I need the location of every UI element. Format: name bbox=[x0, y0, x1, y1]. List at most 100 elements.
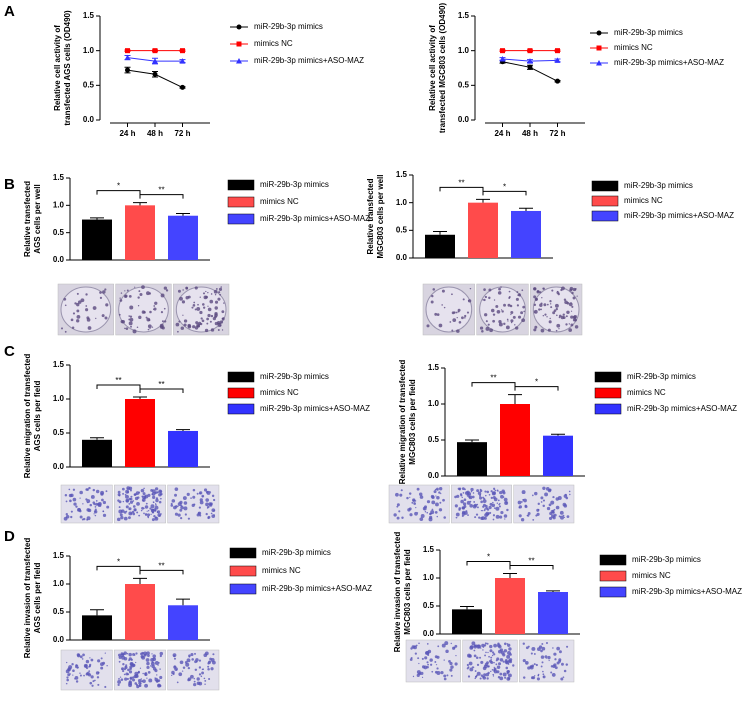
photo-dot bbox=[438, 491, 441, 494]
photo-dot bbox=[483, 644, 487, 647]
photo-dot bbox=[462, 502, 467, 506]
photo-dot bbox=[93, 503, 96, 506]
photo-dot bbox=[413, 502, 416, 505]
photo-dot bbox=[122, 663, 125, 666]
legend-swatch bbox=[594, 403, 622, 415]
photo-dot bbox=[471, 641, 476, 646]
photo-dot bbox=[79, 655, 83, 659]
photo-dot bbox=[217, 297, 221, 301]
photo-dot bbox=[495, 659, 498, 662]
photo-dot bbox=[100, 657, 103, 660]
photo-dot bbox=[129, 305, 134, 310]
photo-dot bbox=[551, 673, 556, 677]
significance-bracket bbox=[466, 561, 511, 566]
panel-label: C bbox=[4, 343, 15, 360]
photo-dot bbox=[212, 316, 217, 321]
photo-dot bbox=[175, 322, 180, 327]
photo-dot bbox=[551, 289, 554, 292]
legend-label: miR-29b-3p mimics bbox=[262, 548, 331, 557]
photo-dot bbox=[504, 676, 507, 679]
photo-dot bbox=[123, 673, 126, 676]
photo-dot bbox=[500, 286, 502, 288]
photo-dot bbox=[207, 662, 210, 665]
legend-label: mimics NC bbox=[254, 39, 293, 48]
y-axis-label: AGS cells per field bbox=[33, 381, 42, 452]
photo-dot bbox=[498, 287, 501, 291]
photo-dot bbox=[152, 654, 157, 658]
photo-dot bbox=[155, 498, 159, 503]
photo-dot bbox=[515, 326, 519, 330]
legend-swatch bbox=[594, 387, 622, 399]
photo-dot bbox=[145, 316, 148, 319]
photo-dot bbox=[219, 324, 222, 327]
photo-dot bbox=[99, 296, 103, 300]
x-tick-label: 72 h bbox=[549, 129, 565, 138]
legend-swatch bbox=[227, 371, 255, 383]
photo-dot bbox=[495, 514, 500, 519]
photo-dot bbox=[179, 660, 184, 665]
y-tick-label: 0.0 bbox=[53, 635, 65, 644]
photo-dot bbox=[94, 679, 96, 682]
photo-dot bbox=[181, 300, 186, 304]
photo-dot bbox=[179, 296, 183, 301]
legend-label: miR-29b-3p mimics bbox=[260, 372, 329, 381]
y-tick-label: 0.5 bbox=[458, 80, 470, 89]
y-axis-label: AGS cells per field bbox=[33, 563, 42, 634]
photo-dot bbox=[484, 313, 488, 317]
photo-dot bbox=[138, 684, 142, 688]
photo-dot bbox=[118, 655, 122, 659]
bar bbox=[125, 205, 155, 260]
photo-dot bbox=[508, 647, 512, 651]
photo-dot bbox=[125, 510, 128, 513]
photo-dot bbox=[484, 490, 487, 493]
photo-dot bbox=[564, 300, 568, 305]
photo-dot bbox=[76, 319, 80, 323]
photo-dot bbox=[179, 508, 183, 512]
photo-dot bbox=[135, 652, 138, 655]
photo-dot bbox=[198, 666, 202, 669]
photo-dot bbox=[93, 509, 98, 514]
photo-dot bbox=[420, 671, 424, 676]
photo-dot bbox=[491, 651, 495, 654]
photo-dot bbox=[517, 500, 522, 505]
photo-dot bbox=[535, 297, 538, 301]
photo-dot bbox=[71, 326, 75, 330]
significance-label: * bbox=[535, 378, 538, 387]
photo-dot bbox=[196, 677, 200, 681]
photo-dot bbox=[423, 508, 426, 510]
photo-dot bbox=[533, 663, 536, 666]
photo-dot bbox=[89, 657, 91, 659]
photo-dot bbox=[454, 662, 458, 666]
photo-dot bbox=[185, 662, 190, 667]
photo-dot bbox=[429, 658, 433, 662]
y-tick-label: 1.0 bbox=[428, 399, 440, 408]
photo-dot bbox=[152, 511, 154, 514]
photo-dot bbox=[550, 303, 552, 305]
photo-dot bbox=[542, 673, 545, 676]
photo-dot bbox=[409, 496, 411, 498]
photo-dot bbox=[518, 293, 521, 297]
photo-dot bbox=[149, 507, 152, 510]
photo-dot bbox=[150, 665, 152, 667]
photo-dot bbox=[144, 683, 149, 688]
photo-dot bbox=[144, 672, 148, 677]
photo-dot bbox=[200, 675, 203, 678]
photo-dot bbox=[64, 493, 68, 497]
photo-dot bbox=[396, 505, 399, 508]
photo-dot bbox=[492, 501, 494, 504]
photo-dot bbox=[498, 505, 501, 508]
photo-dot bbox=[117, 680, 122, 684]
photo-dot bbox=[508, 660, 513, 664]
photo-dot bbox=[430, 663, 433, 666]
photo-dot bbox=[473, 649, 476, 652]
photo-dot bbox=[147, 654, 150, 658]
photo-dot bbox=[218, 291, 221, 294]
photo-dot bbox=[102, 290, 106, 294]
photo-dot bbox=[194, 308, 197, 311]
photo-dot bbox=[137, 679, 142, 683]
photo-dot bbox=[176, 681, 179, 684]
photo-dot bbox=[220, 286, 223, 288]
photo-dot bbox=[482, 675, 485, 679]
photo-dot bbox=[198, 506, 201, 509]
photo-dot bbox=[527, 666, 531, 670]
